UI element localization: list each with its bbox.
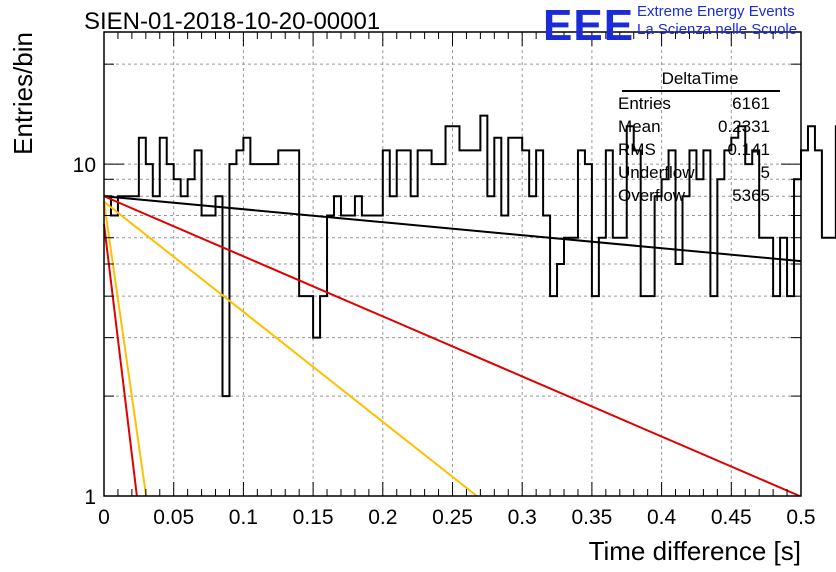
x-tick-label: 0.25 bbox=[432, 506, 473, 529]
stats-value: 5 bbox=[760, 163, 770, 182]
y-tick-label: 1 bbox=[84, 486, 96, 509]
stats-box: DeltaTime Entries 6161 Mean 0.2331 RMS 0.14… bbox=[614, 68, 786, 207]
x-tick-label: 0.5 bbox=[786, 506, 815, 529]
x-tick-label: 0.15 bbox=[293, 506, 334, 529]
stats-row: Entries 6161 bbox=[614, 92, 786, 115]
stats-value: 6161 bbox=[732, 94, 770, 113]
x-tick-label: 0 bbox=[98, 506, 110, 529]
stats-row: RMS 0.141 bbox=[614, 138, 786, 161]
eee-logo: EEE bbox=[543, 1, 635, 50]
x-tick-label: 0.4 bbox=[647, 506, 677, 529]
x-tick-label: 0.05 bbox=[153, 506, 194, 529]
stats-rule bbox=[622, 90, 780, 92]
fit-curve bbox=[103, 195, 802, 263]
fit-curve bbox=[103, 201, 148, 497]
stats-label: Entries bbox=[618, 94, 671, 113]
stats-label: Overflow bbox=[618, 186, 686, 205]
stats-label: Underflow bbox=[618, 163, 695, 182]
stats-row: Overflow 5365 bbox=[614, 184, 786, 207]
stats-value: 5365 bbox=[732, 186, 770, 205]
logo-caption: Extreme Energy Events La Scienza nelle S… bbox=[637, 3, 797, 39]
y-tick-label: 10 bbox=[73, 154, 96, 177]
y-axis-label: Entries/bin bbox=[8, 32, 38, 155]
stats-value: 0.2331 bbox=[718, 117, 770, 136]
stats-row: Mean 0.2331 bbox=[614, 115, 786, 138]
x-tick-label: 0.35 bbox=[571, 506, 612, 529]
stats-row: Underflow 5 bbox=[614, 161, 786, 184]
stats-title: DeltaTime bbox=[661, 69, 739, 88]
fit-curve bbox=[103, 200, 478, 497]
x-axis-label: Time difference [s] bbox=[589, 536, 801, 566]
fit-curve bbox=[103, 223, 138, 497]
stats-value: 0.141 bbox=[727, 140, 770, 159]
x-tick-label: 0.45 bbox=[711, 506, 752, 529]
stats-label: Mean bbox=[618, 117, 661, 136]
chart-title: SIEN-01-2018-10-20-00001 bbox=[84, 8, 381, 35]
stats-label: RMS bbox=[618, 140, 656, 159]
logo-line-1: Extreme Energy Events bbox=[637, 3, 795, 20]
fit-curve bbox=[103, 195, 801, 497]
logo-line-2: La Scienza nelle Scuole bbox=[637, 21, 798, 38]
x-tick-label: 0.3 bbox=[508, 506, 537, 529]
x-tick-label: 0.1 bbox=[229, 506, 258, 529]
x-tick-label: 0.2 bbox=[368, 506, 397, 529]
